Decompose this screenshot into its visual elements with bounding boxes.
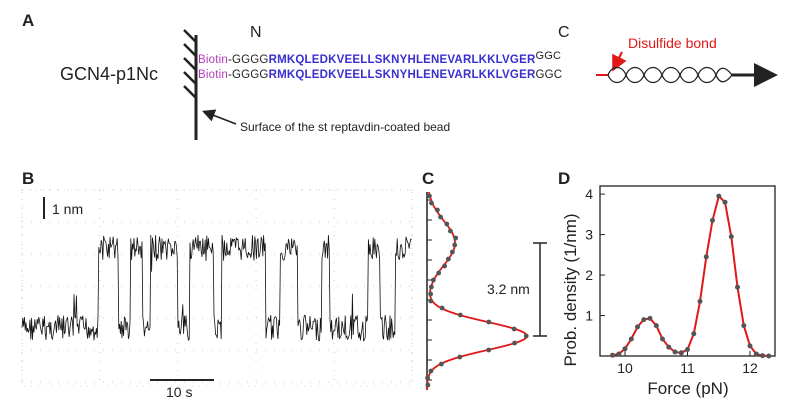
histogram-point <box>428 298 434 304</box>
data-point <box>697 298 703 304</box>
histogram-point <box>444 221 450 227</box>
data-point <box>635 324 640 330</box>
panel-label-a: A <box>22 11 34 30</box>
histogram-points <box>425 193 529 388</box>
data-point <box>653 323 659 329</box>
histogram-point <box>431 277 436 283</box>
data-point <box>672 349 678 355</box>
histogram-point <box>439 361 444 367</box>
data-point <box>735 284 740 290</box>
histogram-point <box>439 305 445 311</box>
histogram-point <box>427 193 432 199</box>
n-terminus-label: N <box>250 24 262 41</box>
linker-bottom: -GGGG <box>228 69 269 81</box>
x-tick-label: 10 <box>617 360 633 376</box>
histogram-point <box>429 200 434 206</box>
distance-label: 3.2 nm <box>487 281 530 297</box>
data-point <box>666 344 672 350</box>
histogram-point <box>486 319 492 325</box>
histogram-point <box>446 256 451 262</box>
data-point <box>722 199 728 205</box>
data-point <box>760 353 765 359</box>
histogram-point <box>523 333 529 339</box>
sequence-row-top: Biotin-GGGGRMKQLEDKVEELLSKNYHLENEVARLKKL… <box>198 50 561 66</box>
surface-label: Surface of the st reptavdin-coated bead <box>240 120 450 134</box>
data-point <box>660 336 665 342</box>
y-tick-label: 1 <box>585 308 593 324</box>
data-point <box>647 315 653 321</box>
y-tick-label: 2 <box>585 267 593 283</box>
histogram-point <box>452 242 458 248</box>
data-point <box>766 353 772 359</box>
disulfide-label: Disulfide bond <box>628 35 717 51</box>
panel-label-d: D <box>558 169 570 188</box>
bead-surface <box>183 29 198 140</box>
linker-top: -GGGG <box>228 54 269 66</box>
histogram-point <box>425 375 430 381</box>
data-point <box>685 347 690 352</box>
y-tick-label: 3 <box>585 227 593 243</box>
construct-label: GCN4-p1Nc <box>60 64 158 84</box>
data-point <box>753 351 759 357</box>
data-point <box>628 336 634 342</box>
biotin-top: Biotin <box>198 54 228 66</box>
tail-top: GGC <box>535 50 561 62</box>
distance-bracket <box>533 242 547 337</box>
histogram-point <box>435 207 440 213</box>
heptad-sequence-bottom: RMKQLEDKVEELLSKNYHLENEVARLKKLVGER <box>269 69 536 81</box>
disulfide-arrow <box>612 51 627 72</box>
x-axis-label: Force (pN) <box>647 379 728 398</box>
histogram-point <box>450 249 455 255</box>
histogram-point <box>512 340 518 346</box>
surface-arrow <box>202 109 237 125</box>
histogram-point <box>457 354 463 360</box>
histogram-point <box>442 263 447 269</box>
histogram-point <box>438 214 443 220</box>
y-axis-label: Prob. density (1/nm) <box>561 213 580 366</box>
time-trace <box>21 234 412 342</box>
histogram-point <box>457 312 463 318</box>
data-point <box>716 193 722 199</box>
histogram-point <box>425 382 431 388</box>
histogram-point <box>428 368 434 374</box>
panel-b-plot <box>21 189 413 387</box>
histogram-point <box>436 270 442 276</box>
histogram-point <box>453 235 459 241</box>
panel-c-histogram <box>425 191 529 390</box>
data-point <box>610 352 615 358</box>
x-tick-label: 11 <box>680 360 695 376</box>
fit-curve <box>612 194 769 357</box>
histogram-point <box>511 326 517 332</box>
scale-bar-vertical-label: 1 nm <box>52 201 83 217</box>
tail-bottom: GGC <box>535 69 562 81</box>
data-point <box>678 350 684 356</box>
biotin-bottom: Biotin <box>198 69 228 81</box>
data-point <box>741 323 747 329</box>
panel-label-b: B <box>22 169 34 188</box>
histogram-point <box>428 291 433 297</box>
panel-label-c: C <box>422 169 434 188</box>
x-tick-label: 12 <box>742 360 758 376</box>
c-terminus-label: C <box>558 24 570 41</box>
histogram-point <box>429 284 434 290</box>
plot-frame <box>599 185 776 357</box>
dna-helix-icon <box>607 66 733 84</box>
data-point <box>641 317 647 323</box>
data-point <box>728 234 734 240</box>
data-point <box>616 351 622 357</box>
histogram-point <box>448 228 453 234</box>
scale-bar-horizontal-label: 10 s <box>166 384 192 400</box>
data-point <box>703 254 709 260</box>
data-point <box>747 343 753 349</box>
data-point <box>710 217 715 223</box>
y-tick-label: 4 <box>585 186 593 202</box>
heptad-sequence-top: RMKQLEDKVEELLSKNYHLENEVARLKKLVGER <box>269 54 536 66</box>
histogram-point <box>486 347 492 353</box>
data-point <box>622 346 628 352</box>
sequence-row-bottom: Biotin-GGGGRMKQLEDKVEELLSKNYHLENEVARLKKL… <box>198 69 562 81</box>
data-point <box>691 331 697 337</box>
